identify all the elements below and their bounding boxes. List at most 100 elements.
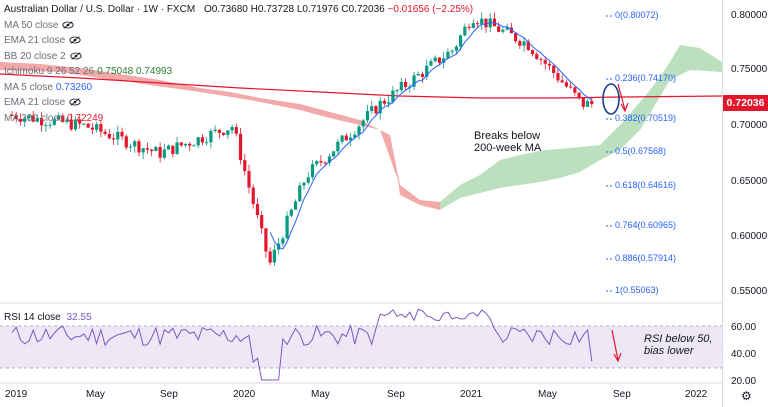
candle [378,100,382,114]
rsi-tick: 60.00 [731,322,757,333]
fib-ratio: 0 [615,10,621,20]
legend-row[interactable]: EMA 21 close [4,95,473,111]
candle [217,129,221,133]
price-axis[interactable]: 0.80000 0.75000 0.70000 0.65000 0.60000 … [723,0,768,303]
candle [166,145,171,150]
cloud-bull [440,45,722,210]
legend-row[interactable]: MA 50 close [4,18,473,34]
candle [116,131,120,140]
candle [78,119,82,124]
fib-price: (0.64616) [637,180,677,190]
fibonacci-retracement[interactable] [606,15,612,292]
rsi-tick: 20.00 [731,376,757,387]
fib-ratio: 0.236 [615,73,638,83]
candle [302,182,306,186]
eye-off-icon[interactable] [70,52,82,60]
fib-label: 0(0.80072) [615,10,659,20]
candle [44,125,48,127]
legend-row[interactable]: MA 200 close 0.72249 [4,111,473,127]
candle [370,106,374,112]
candle [48,124,52,126]
gear-icon[interactable]: ⚙ [741,389,752,403]
candle [336,141,340,152]
legend-row[interactable]: BB 20 close 2 [4,49,473,65]
candle [387,102,391,104]
candle [158,147,162,158]
fib-ratio: 0.382 [615,113,638,123]
legend-row[interactable]: MA 5 close 0.73260 [4,80,473,96]
candle [243,160,247,172]
indicator-value: 0.75048 0.74993 [97,66,173,77]
candle [475,23,480,25]
indicator-name: EMA 21 close [4,97,66,108]
rsi-line [11,308,593,381]
symbol-title[interactable]: Australian Dollar / U.S. Dollar · 1W · F… [4,4,196,15]
fib-label: 0.5(0.67568) [615,146,666,156]
candle [403,81,408,88]
candle [315,161,319,165]
ma5-line [269,21,593,250]
candle [145,148,150,150]
candle [497,26,501,32]
candle [230,127,234,131]
candle [374,106,378,114]
rsi-tick: 40.00 [731,349,757,360]
candle [454,46,458,51]
time-tick: 2021 [460,389,483,400]
candle [14,115,18,120]
candle [480,18,484,25]
fib-price: (0.57914) [637,253,677,263]
candle [86,123,90,128]
candle [488,18,492,28]
candle [556,73,560,81]
candle [391,90,395,103]
candle [492,18,497,27]
fib-ratio: 0.764 [615,220,638,230]
legend-row[interactable]: Ichimoku 9 26 52 26 0.75048 0.74993 [4,64,473,80]
candle [573,87,577,93]
indicator-value: 0.73260 [55,81,93,93]
candle [285,215,289,239]
indicator-name: BB 20 close 2 [4,50,66,62]
change-value: −0.01656 (−2.25%) [387,4,474,15]
arrow-down-price [617,83,629,113]
price-tick: 0.70000 [731,120,768,131]
candles [10,12,594,266]
candle [40,117,44,126]
price-tick: 0.75000 [731,64,768,75]
candle [348,137,353,141]
annotation-rsi-line1: RSI below 50, [644,333,713,345]
indicator-value: 0.72249 [67,112,104,124]
candle [188,143,192,146]
ma200-line [0,73,722,99]
candle [260,215,264,229]
candle [65,119,69,122]
candle [150,149,154,152]
current-price-badge: 0.72036 [723,95,768,111]
rsi-legend: RSI 14 close 32.55 [4,312,92,323]
legend-row[interactable]: EMA 21 close [4,33,473,49]
eye-off-icon[interactable] [62,21,75,29]
candle [577,92,581,97]
candle [505,27,509,30]
candle [27,115,31,119]
candle [323,162,327,164]
eye-off-icon[interactable] [69,98,81,107]
price-chart[interactable] [0,0,722,407]
fib-price: (0.74170) [637,73,677,83]
fib-price: (0.70519) [637,113,677,123]
candle [332,151,336,157]
candle [192,145,196,147]
candle [137,141,141,153]
candle [238,133,243,161]
candle [560,80,564,83]
candle [298,185,302,202]
candle [162,149,166,158]
rsi-axis[interactable]: 60.00 40.00 20.00 [723,303,768,387]
eye-off-icon[interactable] [69,36,81,45]
candle [484,18,488,28]
rsi-legend-name[interactable]: RSI 14 close [4,312,61,323]
time-tick: May [538,389,557,400]
candle [518,41,522,46]
